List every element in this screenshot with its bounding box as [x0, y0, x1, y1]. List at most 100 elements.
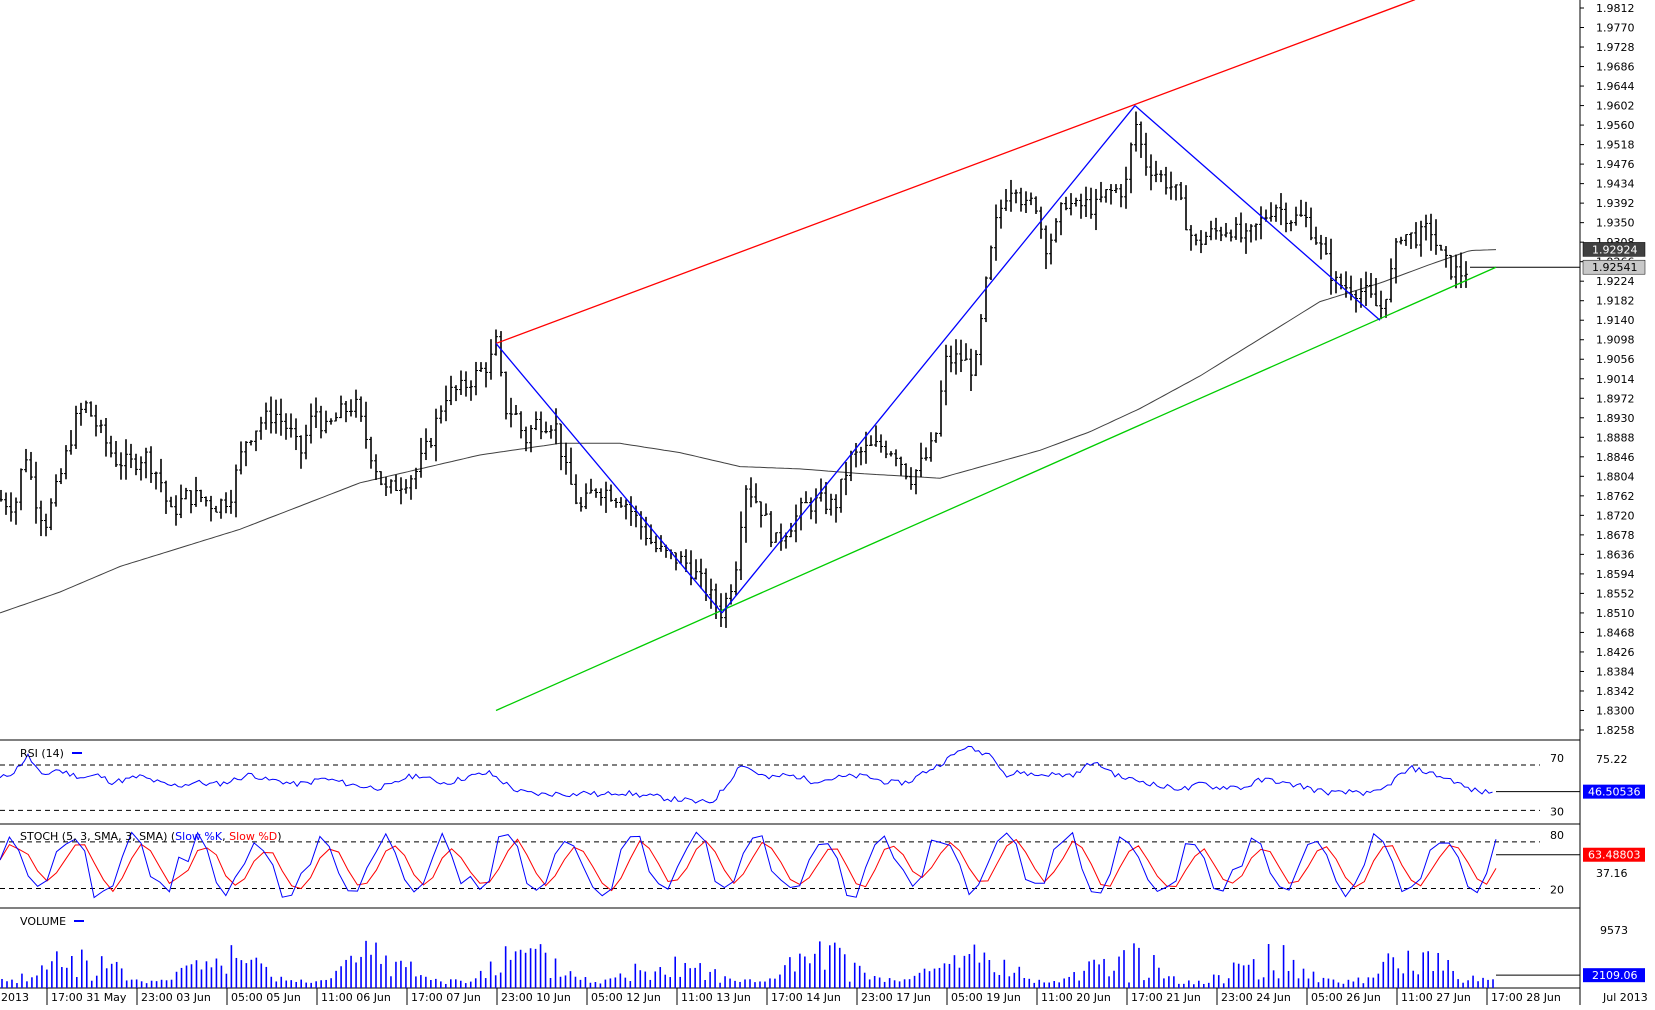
ohlc-bar: [24, 448, 28, 473]
ohlc-bar: [309, 403, 313, 444]
stoch-legend-k: Slow %K: [175, 830, 223, 843]
ohlc-bar: [544, 421, 548, 434]
ohlc-bar: [579, 497, 583, 512]
stoch-level-label: 20: [1550, 884, 1564, 897]
y-tick-label: 1.8846: [1596, 451, 1635, 464]
x-tick-label: 11:00 06 Jun: [321, 991, 391, 1004]
x-tick-label: 23:00 24 Jun: [1221, 991, 1291, 1004]
ohlc-bar: [259, 416, 263, 440]
ohlc-bar: [179, 484, 183, 519]
ohlc-bar: [74, 405, 78, 449]
ohlc-bar: [604, 481, 608, 513]
ohlc-bar: [1379, 290, 1383, 320]
ohlc-bar: [1164, 166, 1168, 195]
ohlc-bar: [1454, 254, 1458, 289]
ohlc-bar: [204, 496, 208, 507]
ohlc-bar: [1269, 202, 1273, 222]
ohlc-bar: [434, 408, 438, 462]
ohlc-bar: [1064, 196, 1068, 211]
ohlc-bar: [69, 430, 73, 455]
ohlc-bar: [334, 412, 338, 422]
ohlc-bar: [1034, 196, 1038, 214]
ohlc-bar: [854, 443, 858, 468]
x-tick-label: 17:00 21 Jun: [1131, 991, 1201, 1004]
ohlc-bar: [469, 380, 473, 401]
ohlc-bar: [1124, 166, 1128, 209]
ohlc-bar: [134, 453, 138, 476]
ohlc-bar: [239, 441, 243, 475]
ohlc-bar: [1084, 186, 1088, 218]
ohlc-bar: [9, 492, 13, 522]
ohlc-bar: [1209, 220, 1213, 241]
ohlc-bar: [1009, 179, 1013, 212]
ohlc-bar: [249, 440, 253, 446]
ohlc-bar: [624, 499, 628, 520]
y-tick-label: 1.9812: [1596, 2, 1635, 15]
ohlc-bar: [44, 513, 48, 537]
ohlc-bar: [1219, 226, 1223, 242]
ohlc-bar: [424, 428, 428, 461]
ohlc-bar: [119, 452, 123, 480]
stoch-legend-d: Slow %D: [229, 830, 277, 843]
ohlc-bar: [1199, 230, 1203, 254]
y-tick-label: 1.8258: [1596, 724, 1635, 737]
ohlc-bar: [1429, 213, 1433, 251]
y-tick-label: 1.9728: [1596, 41, 1635, 54]
x-tick-label: 17:00 07 Jun: [411, 991, 481, 1004]
y-tick-label: 1.8300: [1596, 704, 1635, 717]
rsi-level-label: 30: [1550, 805, 1564, 818]
ohlc-bar: [999, 199, 1003, 229]
ohlc-bar: [1464, 261, 1468, 288]
ohlc-bar: [754, 483, 758, 504]
ohlc-bar: [1314, 226, 1318, 245]
x-tick-label: 05:00 12 Jun: [591, 991, 661, 1004]
ohlc-bar: [234, 464, 238, 518]
ohlc-bar: [339, 395, 343, 419]
ohlc-bar: [109, 435, 113, 458]
ohlc-bar: [1174, 184, 1178, 201]
ohlc-bar: [1424, 214, 1428, 241]
ohlc-bar: [1239, 212, 1243, 243]
ohlc-bar: [804, 491, 808, 504]
ohlc-bar: [884, 440, 888, 459]
ohlc-bar: [559, 423, 563, 471]
x-tick-label: 11:00 27 Jun: [1401, 991, 1471, 1004]
stoch-value-box: [1583, 847, 1645, 862]
trendline-lower-channel: [495, 266, 1497, 712]
ohlc-bar: [1039, 206, 1043, 239]
x-tick-label: 17:00 28 Jun: [1491, 991, 1561, 1004]
ohlc-bar: [379, 471, 383, 486]
volume-legend: VOLUME: [20, 915, 66, 928]
x-tick-label: 17:00 14 Jun: [771, 991, 841, 1004]
ohlc-bar: [1404, 234, 1408, 246]
ohlc-bar: [1409, 232, 1413, 249]
ohlc-bar: [1054, 218, 1058, 243]
ohlc-bar: [494, 329, 498, 356]
ohlc-bar: [1449, 254, 1453, 280]
ohlc-bar: [124, 439, 128, 480]
y-tick-label: 1.8426: [1596, 646, 1635, 659]
ohlc-bar: [229, 489, 233, 514]
ohlc-bar: [1289, 220, 1293, 232]
ohlc-bar: [349, 399, 353, 417]
ohlc-bar: [94, 404, 98, 437]
y-tick-label: 1.8972: [1596, 392, 1635, 405]
y-tick-label: 1.9518: [1596, 139, 1635, 152]
ohlc-bar: [1399, 236, 1403, 245]
ohlc-bar: [954, 339, 958, 375]
ohlc-bar: [1444, 246, 1448, 268]
ohlc-bar: [1414, 222, 1418, 249]
ohlc-bar: [1374, 278, 1378, 307]
ohlc-bar: [724, 592, 728, 628]
ohlc-bar: [1354, 290, 1358, 313]
ohlc-bar: [54, 474, 58, 507]
ohlc-bar: [1179, 182, 1183, 201]
trendline-wave-2: [721, 105, 1136, 614]
ohlc-bar: [1099, 181, 1103, 203]
ohlc-bar: [1094, 188, 1098, 231]
ohlc-bar: [409, 475, 413, 500]
y-tick-label: 1.9476: [1596, 158, 1635, 171]
ohlc-bar: [404, 479, 408, 494]
